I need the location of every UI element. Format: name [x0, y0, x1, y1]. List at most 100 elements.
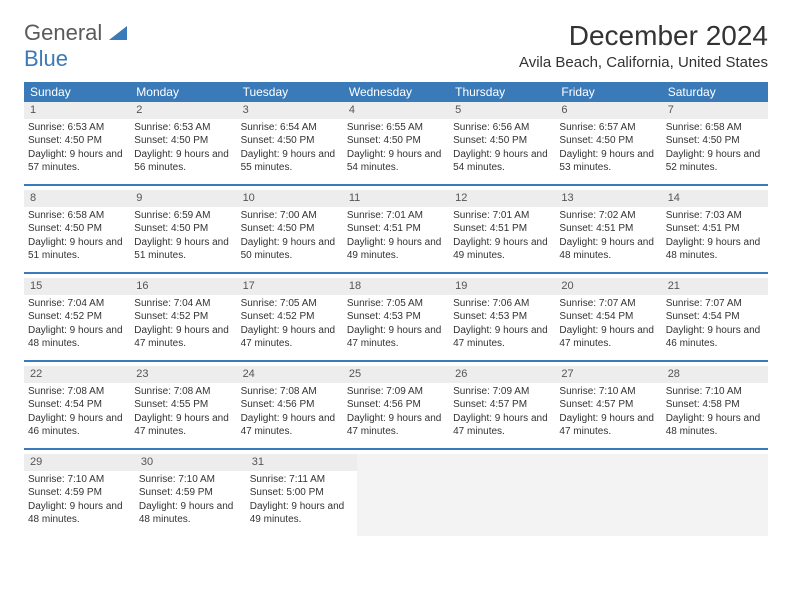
month-title: December 2024 [519, 20, 768, 52]
day-number: 24 [237, 366, 343, 383]
day-details: Sunrise: 7:09 AMSunset: 4:57 PMDaylight:… [453, 385, 551, 439]
title-block: December 2024 Avila Beach, California, U… [519, 20, 768, 71]
day-details: Sunrise: 7:02 AMSunset: 4:51 PMDaylight:… [559, 209, 657, 263]
day-cell: 27 Sunrise: 7:10 AMSunset: 4:57 PMDayligh… [555, 366, 661, 448]
day-cell: 21 Sunrise: 7:07 AMSunset: 4:54 PMDayligh… [662, 278, 768, 360]
day-details: Sunrise: 7:00 AMSunset: 4:50 PMDaylight:… [241, 209, 339, 263]
header: General Blue December 2024 Avila Beach, … [24, 20, 768, 72]
day-details: Sunrise: 7:08 AMSunset: 4:56 PMDaylight:… [241, 385, 339, 439]
day-cell: 8Sunrise: 6:58 AMSunset: 4:50 PMDaylight… [24, 190, 130, 272]
day-details: Sunrise: 7:05 AMSunset: 4:52 PMDaylight:… [241, 297, 339, 351]
day-cell: 1 Sunrise: 6:53 AMSunset: 4:50 PMDaylight… [24, 102, 130, 184]
day-details: Sunrise: 7:08 AMSunset: 4:55 PMDaylight:… [134, 385, 232, 439]
day-cell: 15 Sunrise: 7:04 AMSunset: 4:52 PMDayligh… [24, 278, 130, 360]
day-number: 12 [449, 190, 555, 207]
day-details: Sunrise: 6:57 AMSunset: 4:50 PMDaylight:… [559, 121, 657, 175]
day-cell: 12 Sunrise: 7:01 AMSunset: 4:51 PMDayligh… [449, 190, 555, 272]
day-details: Sunrise: 7:09 AMSunset: 4:56 PMDaylight:… [347, 385, 445, 439]
day-cell: 9Sunrise: 6:59 AMSunset: 4:50 PMDaylight… [130, 190, 236, 272]
week-row: 22 Sunrise: 7:08 AMSunset: 4:54 PMDayligh… [24, 366, 768, 450]
day-header-row: SundayMondayTuesdayWednesdayThursdayFrid… [24, 82, 768, 102]
day-details: Sunrise: 7:08 AMSunset: 4:54 PMDaylight:… [28, 385, 126, 439]
day-cell: 22 Sunrise: 7:08 AMSunset: 4:54 PMDayligh… [24, 366, 130, 448]
day-details: Sunrise: 6:54 AMSunset: 4:50 PMDaylight:… [241, 121, 339, 175]
location: Avila Beach, California, United States [519, 54, 768, 71]
day-details: Sunrise: 7:03 AMSunset: 4:51 PMDaylight:… [666, 209, 764, 263]
day-cell: 14 Sunrise: 7:03 AMSunset: 4:51 PMDayligh… [662, 190, 768, 272]
week-row: 29Sunrise: 7:10 AMSunset: 4:59 PMDayligh… [24, 454, 768, 536]
day-number: 22 [24, 366, 130, 383]
day-number: 3 [237, 102, 343, 119]
empty-cell [459, 454, 562, 536]
empty-cell [562, 454, 665, 536]
day-cell: 18 Sunrise: 7:05 AMSunset: 4:53 PMDayligh… [343, 278, 449, 360]
day-cell: 2Sunrise: 6:53 AMSunset: 4:50 PMDaylight… [130, 102, 236, 184]
day-header: Tuesday [237, 82, 343, 102]
day-cell: 29Sunrise: 7:10 AMSunset: 4:59 PMDayligh… [24, 454, 135, 536]
day-number: 17 [237, 278, 343, 295]
day-number: 15 [24, 278, 130, 295]
day-number: 4 [343, 102, 449, 119]
day-details: Sunrise: 7:01 AMSunset: 4:51 PMDaylight:… [453, 209, 551, 263]
day-number: 8 [24, 190, 130, 207]
day-number: 18 [343, 278, 449, 295]
day-cell: 6 Sunrise: 6:57 AMSunset: 4:50 PMDaylight… [555, 102, 661, 184]
day-header: Sunday [24, 82, 130, 102]
day-details: Sunrise: 7:01 AMSunset: 4:51 PMDaylight:… [347, 209, 445, 263]
day-details: Sunrise: 7:10 AMSunset: 4:59 PMDaylight:… [28, 473, 131, 527]
day-number: 6 [555, 102, 661, 119]
week-row: 8Sunrise: 6:58 AMSunset: 4:50 PMDaylight… [24, 190, 768, 274]
day-details: Sunrise: 7:07 AMSunset: 4:54 PMDaylight:… [559, 297, 657, 351]
day-details: Sunrise: 7:04 AMSunset: 4:52 PMDaylight:… [134, 297, 232, 351]
empty-cell [665, 454, 768, 536]
logo-text-general: General [24, 20, 102, 45]
day-cell: 5Sunrise: 6:56 AMSunset: 4:50 PMDaylight… [449, 102, 555, 184]
day-details: Sunrise: 7:11 AMSunset: 5:00 PMDaylight:… [250, 473, 353, 527]
logo-triangle-icon [109, 26, 127, 40]
day-number: 27 [555, 366, 661, 383]
day-header: Thursday [449, 82, 555, 102]
day-details: Sunrise: 7:10 AMSunset: 4:58 PMDaylight:… [666, 385, 764, 439]
day-number: 10 [237, 190, 343, 207]
day-number: 7 [662, 102, 768, 119]
day-number: 1 [24, 102, 130, 119]
day-cell: 26Sunrise: 7:09 AMSunset: 4:57 PMDayligh… [449, 366, 555, 448]
day-header: Friday [555, 82, 661, 102]
day-cell: 16 Sunrise: 7:04 AMSunset: 4:52 PMDayligh… [130, 278, 236, 360]
empty-cell [357, 454, 460, 536]
day-cell: 24 Sunrise: 7:08 AMSunset: 4:56 PMDayligh… [237, 366, 343, 448]
day-details: Sunrise: 7:05 AMSunset: 4:53 PMDaylight:… [347, 297, 445, 351]
day-number: 14 [662, 190, 768, 207]
day-cell: 23 Sunrise: 7:08 AMSunset: 4:55 PMDayligh… [130, 366, 236, 448]
day-details: Sunrise: 6:53 AMSunset: 4:50 PMDaylight:… [134, 121, 232, 175]
day-cell: 31 Sunrise: 7:11 AMSunset: 5:00 PMDayligh… [246, 454, 357, 536]
day-details: Sunrise: 6:58 AMSunset: 4:50 PMDaylight:… [666, 121, 764, 175]
day-cell: 25 Sunrise: 7:09 AMSunset: 4:56 PMDayligh… [343, 366, 449, 448]
day-details: Sunrise: 6:55 AMSunset: 4:50 PMDaylight:… [347, 121, 445, 175]
day-number: 25 [343, 366, 449, 383]
day-number: 16 [130, 278, 236, 295]
day-number: 31 [246, 454, 357, 471]
calendar: SundayMondayTuesdayWednesdayThursdayFrid… [24, 82, 768, 536]
day-cell: 13Sunrise: 7:02 AMSunset: 4:51 PMDayligh… [555, 190, 661, 272]
day-header: Wednesday [343, 82, 449, 102]
day-details: Sunrise: 6:53 AMSunset: 4:50 PMDaylight:… [28, 121, 126, 175]
day-details: Sunrise: 7:07 AMSunset: 4:54 PMDaylight:… [666, 297, 764, 351]
day-cell: 19Sunrise: 7:06 AMSunset: 4:53 PMDayligh… [449, 278, 555, 360]
week-row: 1Sunrise: 6:53 AMSunset: 4:50 PMDaylight… [24, 102, 768, 186]
day-number: 21 [662, 278, 768, 295]
day-details: Sunrise: 7:04 AMSunset: 4:52 PMDaylight:… [28, 297, 126, 351]
day-number: 11 [343, 190, 449, 207]
day-number: 23 [130, 366, 236, 383]
week-row: 15Sunrise: 7:04 AMSunset: 4:52 PMDayligh… [24, 278, 768, 362]
logo-text-blue: Blue [24, 46, 68, 71]
day-details: Sunrise: 7:10 AMSunset: 4:59 PMDaylight:… [139, 473, 242, 527]
day-number: 28 [662, 366, 768, 383]
day-number: 19 [449, 278, 555, 295]
day-cell: 10 Sunrise: 7:00 AMSunset: 4:50 PMDayligh… [237, 190, 343, 272]
day-cell: 4 Sunrise: 6:55 AMSunset: 4:50 PMDaylight… [343, 102, 449, 184]
day-number: 9 [130, 190, 236, 207]
day-details: Sunrise: 7:10 AMSunset: 4:57 PMDaylight:… [559, 385, 657, 439]
day-header: Saturday [662, 82, 768, 102]
day-cell: 17 Sunrise: 7:05 AMSunset: 4:52 PMDayligh… [237, 278, 343, 360]
